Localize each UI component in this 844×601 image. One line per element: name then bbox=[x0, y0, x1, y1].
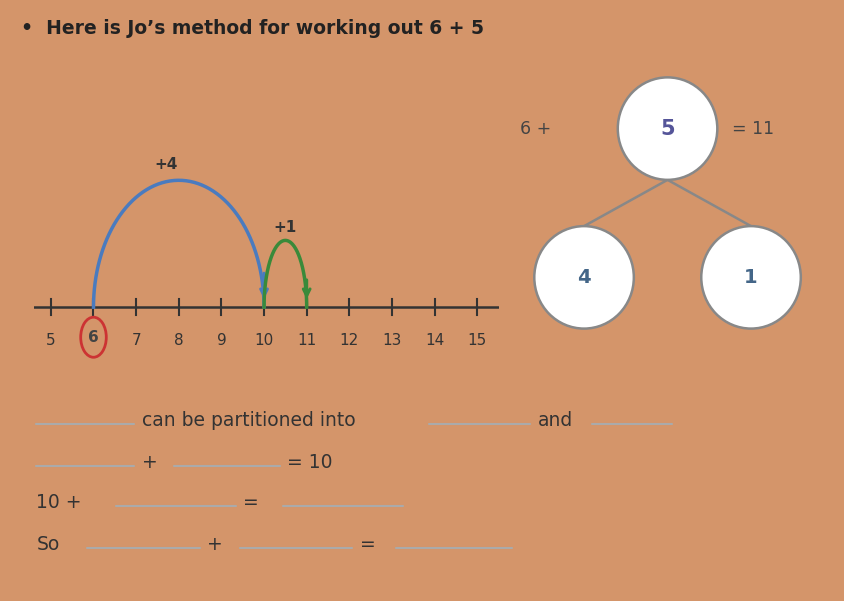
Text: and: and bbox=[537, 411, 572, 430]
Text: +: + bbox=[207, 535, 223, 554]
Text: 6: 6 bbox=[88, 330, 99, 345]
Text: can be partitioned into: can be partitioned into bbox=[142, 411, 354, 430]
Text: •  Here is Jo’s method for working out 6 + 5: • Here is Jo’s method for working out 6 … bbox=[21, 19, 484, 38]
Text: +: + bbox=[142, 453, 157, 472]
Circle shape bbox=[533, 226, 633, 329]
Text: 9: 9 bbox=[216, 333, 226, 348]
Text: +4: +4 bbox=[154, 157, 177, 172]
Text: 10: 10 bbox=[254, 333, 273, 348]
Circle shape bbox=[701, 226, 800, 329]
Text: = 11: = 11 bbox=[731, 120, 773, 138]
Text: = 10: = 10 bbox=[287, 453, 332, 472]
Text: 12: 12 bbox=[339, 333, 359, 348]
Text: 5: 5 bbox=[46, 333, 56, 348]
Text: =: = bbox=[243, 493, 259, 511]
Text: 10 +: 10 + bbox=[36, 493, 82, 511]
Text: 13: 13 bbox=[381, 333, 401, 348]
Circle shape bbox=[617, 78, 717, 180]
Text: 15: 15 bbox=[467, 333, 486, 348]
Text: 8: 8 bbox=[174, 333, 183, 348]
Text: 5: 5 bbox=[659, 118, 674, 139]
Text: 11: 11 bbox=[297, 333, 316, 348]
Text: So: So bbox=[36, 535, 59, 554]
Text: 6 +: 6 + bbox=[519, 120, 550, 138]
Text: =: = bbox=[360, 535, 375, 554]
Text: 7: 7 bbox=[131, 333, 141, 348]
Text: 4: 4 bbox=[576, 268, 590, 287]
Text: 14: 14 bbox=[425, 333, 444, 348]
Text: +1: +1 bbox=[273, 220, 296, 235]
Text: 1: 1 bbox=[744, 268, 757, 287]
